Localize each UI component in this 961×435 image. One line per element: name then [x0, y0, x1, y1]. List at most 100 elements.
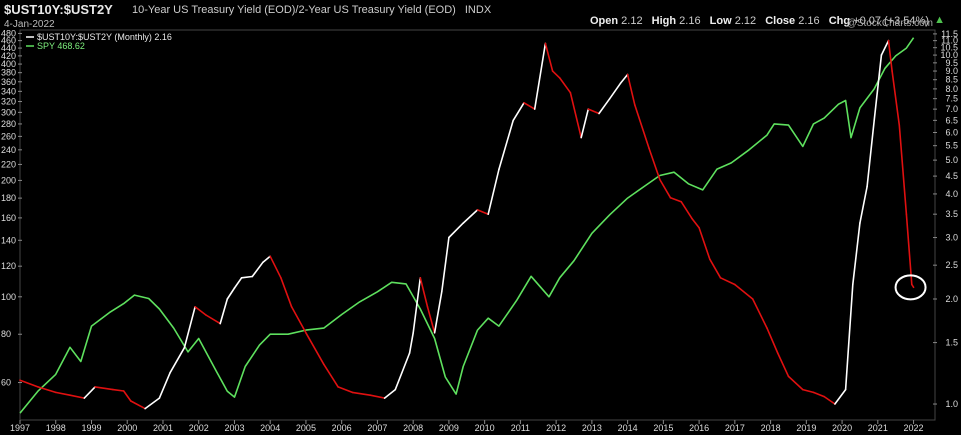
ratio-segment — [122, 390, 132, 402]
ratio-segment — [183, 305, 196, 349]
symbol-description: 10-Year US Treasury Yield (EOD)/2-Year U… — [132, 4, 491, 16]
left-tick-label: 180 — [1, 193, 16, 203]
left-tick-label: 460 — [1, 36, 16, 46]
ratio-segment — [144, 397, 161, 410]
x-tick-label: 2010 — [475, 423, 495, 433]
left-tick-label: 60 — [1, 378, 11, 388]
x-tick-label: 2011 — [511, 423, 530, 433]
ratio-segment — [169, 346, 186, 374]
right-tick-label: 11.5 — [941, 29, 958, 39]
left-tick-label: 420 — [1, 51, 16, 61]
x-tick-label: 2000 — [117, 423, 137, 433]
left-tick-label: 380 — [1, 68, 16, 78]
left-tick-label: 100 — [1, 292, 16, 302]
right-tick-label: 1.5 — [945, 338, 958, 348]
right-tick-label: 1.0 — [945, 399, 958, 409]
ratio-segment — [801, 388, 815, 394]
x-tick-label: 2013 — [582, 423, 602, 433]
ratio-segment — [533, 42, 547, 110]
highlight-circle — [894, 274, 927, 301]
ratio-segment — [476, 209, 490, 215]
high-label: High — [651, 15, 677, 27]
ratio-segment — [898, 124, 908, 215]
ratio-segment — [551, 70, 561, 79]
ratio-segment — [394, 352, 411, 391]
x-tick-label: 2016 — [689, 423, 709, 433]
ratio-segment — [462, 209, 479, 224]
x-tick-label: 1999 — [81, 423, 101, 433]
ratio-segment — [83, 386, 96, 399]
x-tick-label: 2002 — [189, 423, 209, 433]
ratio-segment — [633, 104, 650, 150]
ratio-segment — [194, 305, 207, 316]
left-tick-label: 240 — [1, 145, 16, 155]
exchange-label: INDX — [464, 4, 492, 16]
x-tick-label: 1998 — [46, 423, 66, 433]
ratio-segment — [19, 379, 39, 388]
right-tick-label: 7.5 — [945, 94, 958, 104]
ratio-segment — [751, 298, 768, 329]
right-tick-label: 3.0 — [945, 233, 958, 243]
right-tick-label: 10.5 — [940, 43, 958, 53]
x-tick-label: 2018 — [761, 423, 781, 433]
up-arrow-icon: ▲ — [934, 14, 945, 26]
ratio-segment — [859, 185, 868, 224]
plot-frame — [19, 29, 936, 421]
low-label: Low — [709, 15, 732, 27]
x-tick-label: 1997 — [10, 423, 30, 433]
ratio-segment — [280, 276, 293, 308]
ratio-segment — [580, 108, 590, 139]
x-tick-label: 2001 — [153, 423, 173, 433]
right-tick-label: 11.0 — [941, 36, 958, 46]
ratio-segment — [290, 305, 307, 334]
ratio-segment — [558, 77, 572, 94]
x-tick-label: 2003 — [224, 423, 244, 433]
chart-date: 4-Jan-2022 — [4, 19, 55, 30]
x-tick-label: 2022 — [904, 423, 924, 433]
right-tick-label: 2.5 — [945, 260, 958, 270]
right-tick-label: 5.0 — [945, 155, 958, 165]
x-tick-label: 2019 — [796, 423, 816, 433]
x-axis: 1997 1998 1999 2000 2001 2002 2003 2004 2005 2006… — [10, 420, 924, 433]
ratio-segment — [512, 102, 525, 122]
right-tick-label: 4.5 — [945, 171, 958, 181]
ratio-segment — [812, 391, 826, 398]
spy-series — [19, 37, 915, 414]
ratio-segment — [648, 147, 661, 181]
right-tick-label: 6.0 — [945, 127, 958, 137]
ratio-segment — [383, 388, 397, 399]
ratio-segment — [412, 276, 422, 334]
ratio-segment — [251, 261, 264, 278]
x-tick-label: 2006 — [332, 423, 352, 433]
ratio-segment — [873, 54, 883, 122]
left-tick-label: 160 — [1, 213, 16, 223]
ratio-segment — [880, 39, 890, 56]
ratio-segment — [708, 258, 722, 279]
ratio-segment — [669, 197, 683, 203]
ratio-segment — [887, 39, 893, 72]
ratio-segment — [698, 227, 711, 261]
ratio-segment — [523, 102, 536, 110]
ratio-segment — [205, 314, 221, 325]
ratio-segment — [719, 276, 736, 286]
ratio-segment — [851, 222, 861, 286]
right-tick-label: 3.5 — [945, 209, 958, 219]
ratio-segment — [337, 386, 354, 394]
x-tick-label: 2007 — [367, 423, 387, 433]
x-tick-label: 2004 — [260, 423, 280, 433]
ratio-series — [19, 39, 915, 410]
right-tick-label: 5.5 — [945, 141, 958, 151]
chg-value: +0.07 (+3.54%) — [853, 15, 929, 27]
right-tick-label: 8.5 — [945, 75, 958, 85]
ratio-segment — [351, 391, 372, 397]
ratio-segment — [619, 73, 629, 85]
x-tick-label: 2015 — [653, 423, 673, 433]
left-axis: 60 80 100 120 140 160 180 200 220 240 260 280 300320… — [1, 28, 22, 388]
open-value: 2.12 — [621, 15, 643, 27]
ratio-segment — [226, 287, 236, 300]
ratio-segment — [219, 298, 229, 325]
watermark: @StockCharts.com — [847, 18, 933, 29]
ratio-segment — [658, 178, 672, 199]
spy-line — [19, 37, 915, 414]
left-tick-label: 120 — [1, 261, 16, 271]
